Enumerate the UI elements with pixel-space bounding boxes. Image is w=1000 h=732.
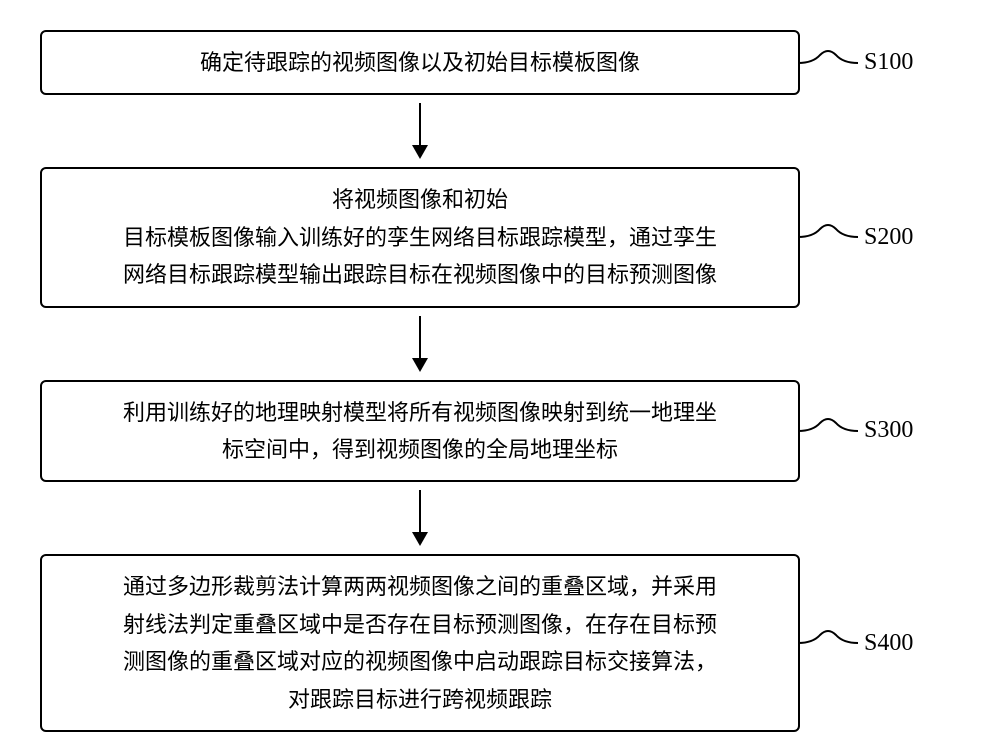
step-row-s200: 将视频图像和初始目标模板图像输入训练好的孪生网络目标跟踪模型，通过孪生网络目标跟… — [40, 167, 960, 307]
flowchart-container: 确定待跟踪的视频图像以及初始目标模板图像 S100 将视频图像和初始目标模板图像… — [40, 30, 960, 732]
label-area: S100 — [800, 43, 960, 83]
step-row-s300: 利用训练好的地理映射模型将所有视频图像映射到统一地理坐标空间中，得到视频图像的全… — [40, 380, 960, 483]
arrow-wrap — [40, 482, 800, 554]
connector-curve-icon — [800, 411, 860, 451]
connector-curve-icon — [800, 623, 860, 663]
step-text: 确定待跟踪的视频图像以及初始目标模板图像 — [200, 50, 640, 75]
step-label: S400 — [864, 630, 913, 657]
step-label: S100 — [864, 49, 913, 76]
label-area: S300 — [800, 411, 960, 451]
step-text: 将视频图像和初始目标模板图像输入训练好的孪生网络目标跟踪模型，通过孪生网络目标跟… — [123, 187, 717, 287]
step-row-s400: 通过多边形裁剪法计算两两视频图像之间的重叠区域，并采用射线法判定重叠区域中是否存… — [40, 554, 960, 732]
step-text: 利用训练好的地理映射模型将所有视频图像映射到统一地理坐标空间中，得到视频图像的全… — [123, 400, 717, 462]
label-area: S400 — [800, 623, 960, 663]
step-label: S200 — [864, 224, 913, 251]
arrow-wrap — [40, 308, 800, 380]
step-text: 通过多边形裁剪法计算两两视频图像之间的重叠区域，并采用射线法判定重叠区域中是否存… — [123, 574, 717, 711]
connector-curve-icon — [800, 217, 860, 257]
down-arrow-icon — [405, 490, 435, 546]
connector-curve-icon — [800, 43, 860, 83]
step-box-s200: 将视频图像和初始目标模板图像输入训练好的孪生网络目标跟踪模型，通过孪生网络目标跟… — [40, 167, 800, 307]
arrow-wrap — [40, 95, 800, 167]
label-area: S200 — [800, 217, 960, 257]
step-box-s100: 确定待跟踪的视频图像以及初始目标模板图像 — [40, 30, 800, 95]
step-label: S300 — [864, 417, 913, 444]
down-arrow-icon — [405, 103, 435, 159]
step-box-s400: 通过多边形裁剪法计算两两视频图像之间的重叠区域，并采用射线法判定重叠区域中是否存… — [40, 554, 800, 732]
step-row-s100: 确定待跟踪的视频图像以及初始目标模板图像 S100 — [40, 30, 960, 95]
step-box-s300: 利用训练好的地理映射模型将所有视频图像映射到统一地理坐标空间中，得到视频图像的全… — [40, 380, 800, 483]
down-arrow-icon — [405, 316, 435, 372]
